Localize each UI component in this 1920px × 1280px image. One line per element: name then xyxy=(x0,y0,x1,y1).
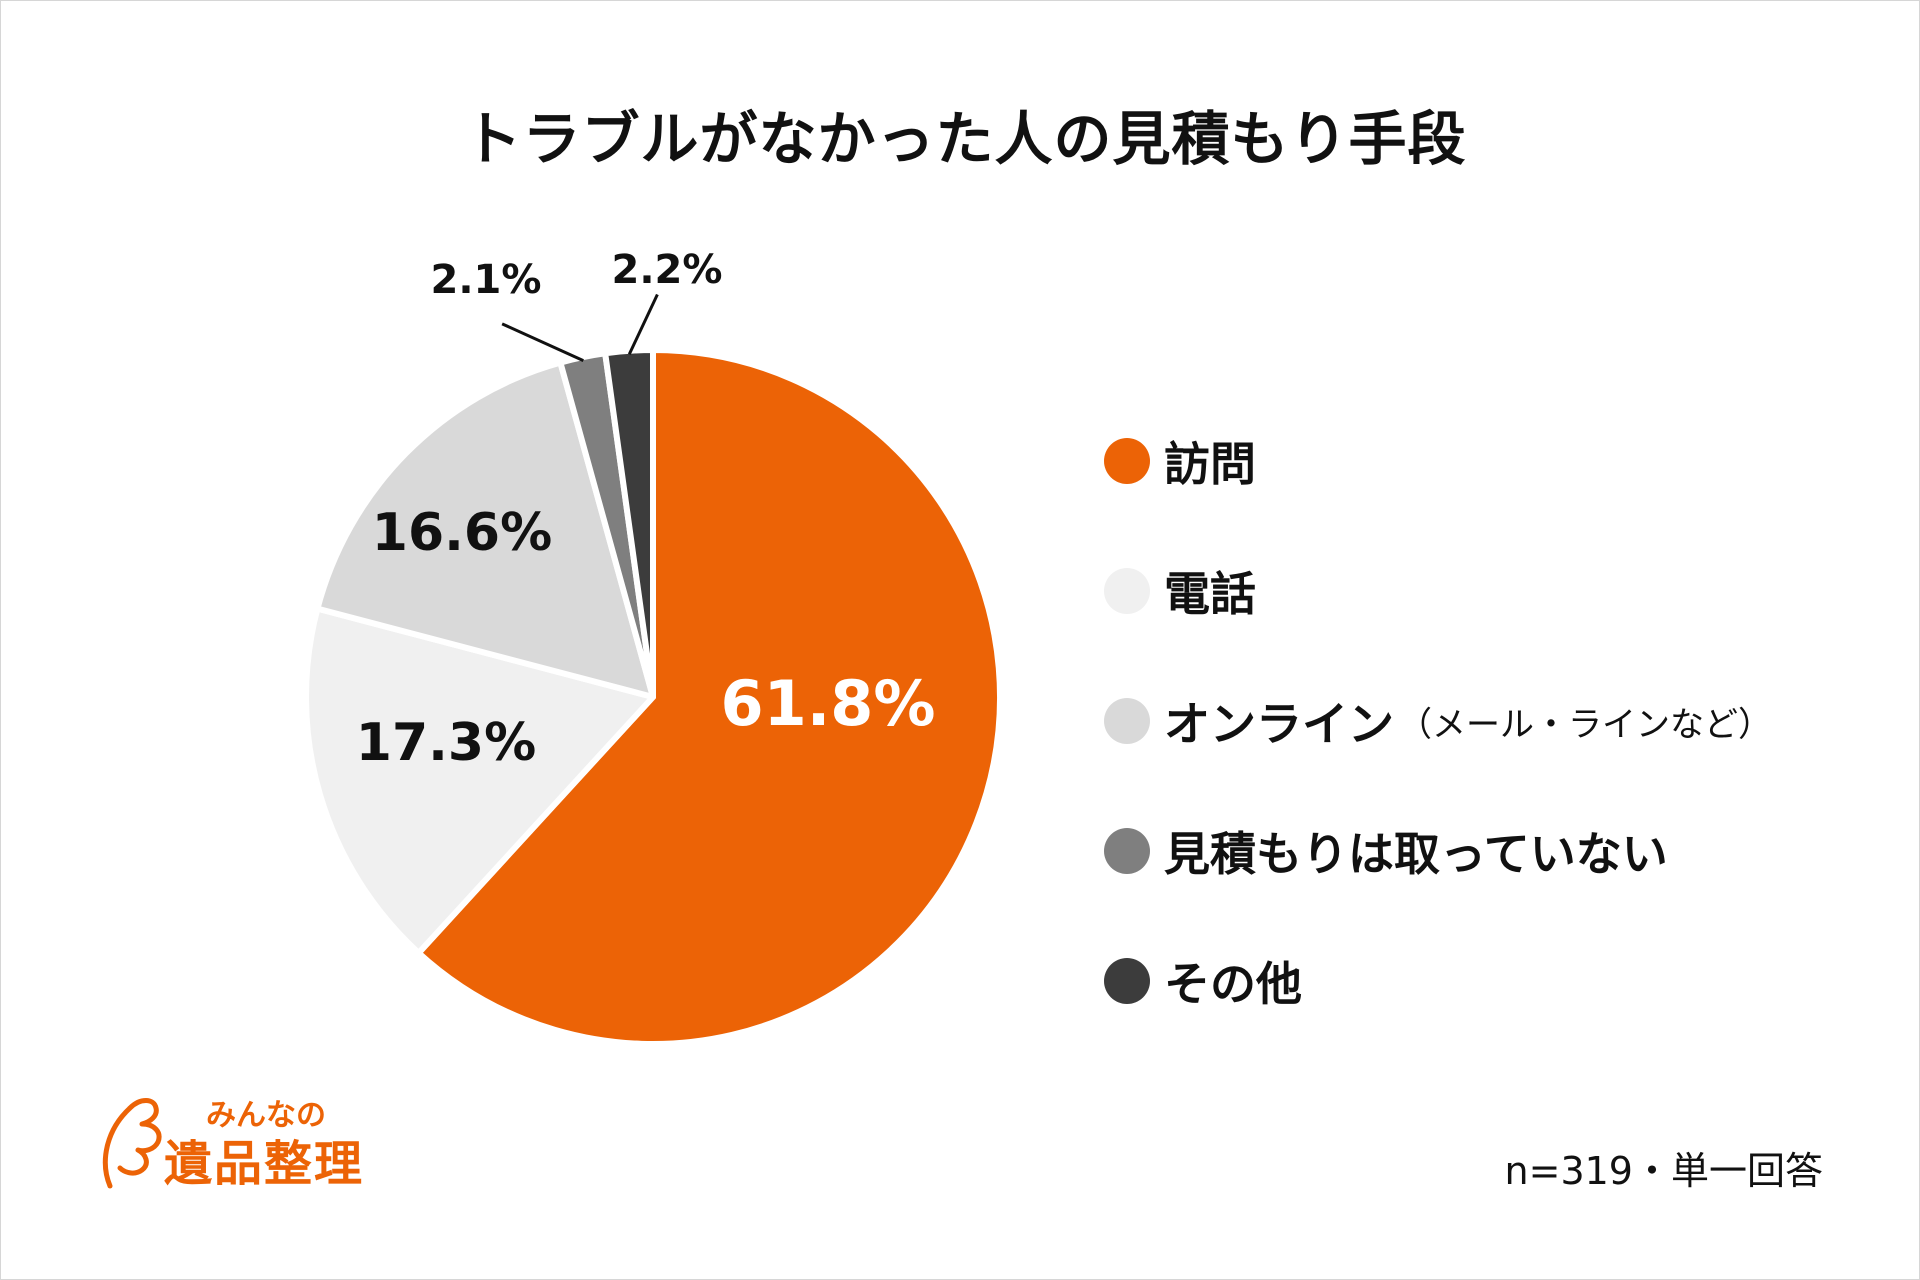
slice-homon-label: 61.8% xyxy=(720,667,935,740)
sample-size-note: n=319・単一回答 xyxy=(1504,1149,1823,1193)
chart-title: トラブルがなかった人の見積もり手段 xyxy=(463,105,1467,173)
legend-swatch xyxy=(1104,698,1150,744)
legend-label: 見積もりは取っていない xyxy=(1164,827,1668,881)
legend-item: その他 xyxy=(1104,916,1772,1046)
slice-denwa-label: 17.3% xyxy=(356,713,536,773)
legend-swatch xyxy=(1104,828,1150,874)
legend-item: オンライン （メール・ラインなど） xyxy=(1104,656,1772,786)
legend-item: 訪問 xyxy=(1104,396,1772,526)
chart-legend: 訪問電話オンライン （メール・ラインなど） 見積もりは取っていない その他 xyxy=(1104,396,1772,1046)
legend-label: オンライン xyxy=(1164,697,1394,751)
slice-online-label: 16.6% xyxy=(372,503,552,563)
wing-icon xyxy=(102,1098,162,1189)
logo-top-text: みんなの xyxy=(206,1098,326,1133)
slice-denwa xyxy=(303,605,656,956)
legend-label: その他 xyxy=(1164,957,1302,1011)
slice-other-leader xyxy=(627,293,659,355)
legend-item: 電話 xyxy=(1104,526,1772,656)
legend-label: 訪問 xyxy=(1164,437,1256,491)
legend-swatch xyxy=(1104,568,1150,614)
slice-none-label: 2.1% xyxy=(431,257,542,303)
slice-homon xyxy=(415,347,1003,1047)
logo-main-text: 遺品整理 xyxy=(164,1136,365,1192)
legend-note: （メール・ラインなど） xyxy=(1398,704,1772,745)
slice-other-label: 2.2% xyxy=(612,247,723,293)
legend-label: 電話 xyxy=(1164,567,1256,621)
legend-swatch xyxy=(1104,438,1150,484)
slice-online xyxy=(314,359,656,700)
slice-none-leader xyxy=(501,322,584,362)
slice-other xyxy=(602,347,656,700)
legend-swatch xyxy=(1104,958,1150,1004)
legend-item: 見積もりは取っていない xyxy=(1104,786,1772,916)
